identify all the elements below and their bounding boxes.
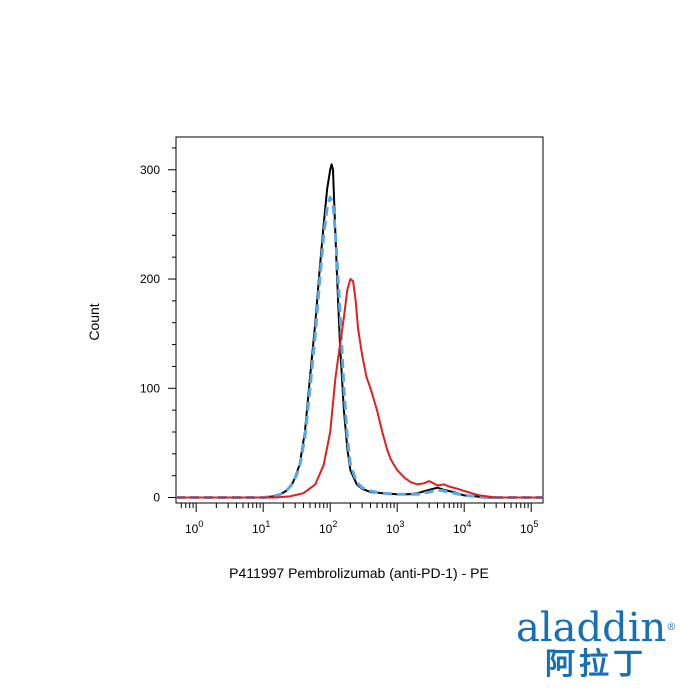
logo-chinese-name: 阿拉丁	[545, 647, 647, 682]
histogram-series-3	[176, 278, 543, 499]
x-tick-label: 100	[185, 519, 203, 536]
plot-frame	[175, 136, 544, 504]
y-tick-label: 0	[153, 491, 160, 505]
logo-wordmark: aladdin	[516, 605, 667, 651]
x-tick-label: 101	[252, 519, 270, 536]
y-axis-title: Count	[86, 303, 102, 340]
histogram-series-1	[176, 163, 543, 499]
x-axis-title: P411997 Pembrolizumab (anti-PD-1) - PE	[229, 565, 489, 581]
logo-registered-mark: ®	[666, 622, 677, 633]
x-tick-label: 102	[319, 519, 337, 536]
histogram-series-2	[176, 195, 543, 499]
x-tick-label: 103	[386, 519, 404, 536]
series-group	[176, 163, 543, 499]
y-tick-label: 200	[140, 272, 160, 286]
x-tick-label: 105	[520, 519, 538, 536]
y-axis: 0 100 200 300	[140, 147, 176, 505]
aladdin-logo: aladdin® 阿拉丁	[516, 608, 676, 682]
y-tick-label: 300	[140, 163, 160, 177]
y-tick-label: 100	[140, 381, 160, 395]
x-tick-label: 104	[453, 519, 471, 536]
x-axis: 100 101 102 103 104 105	[180, 503, 538, 536]
